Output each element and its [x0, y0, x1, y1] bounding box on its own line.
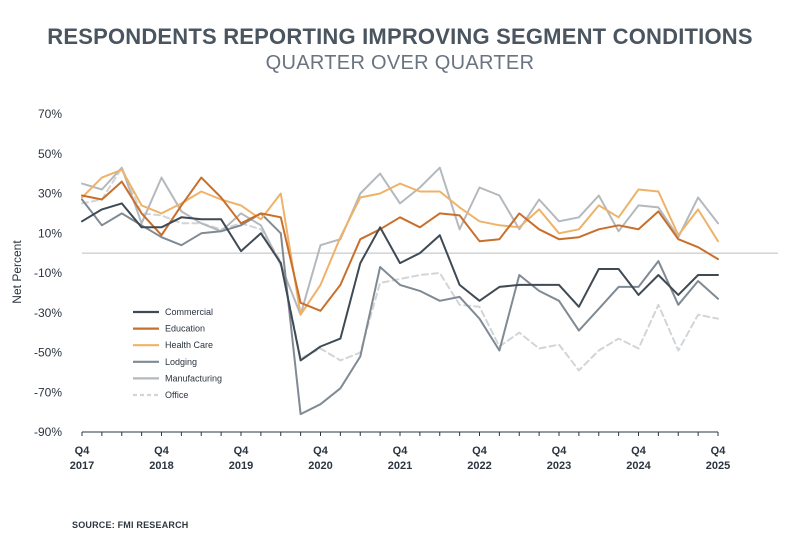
chart-subtitle: QUARTER OVER QUARTER [265, 52, 535, 74]
y-tick-label: -50% [34, 346, 62, 360]
x-tick-year: 2023 [547, 460, 571, 472]
legend-label: Manufacturing [165, 373, 222, 383]
series-line-health-care [81, 168, 719, 316]
x-tick-quarter: Q4 [234, 445, 250, 457]
y-axis: 70% 50% 30% 10% -10% -30% -50% -70% -90% [34, 107, 62, 439]
x-tick-year: 2024 [626, 460, 651, 472]
x-tick-year: 2018 [149, 460, 173, 472]
series-line-education [81, 176, 719, 312]
x-axis: Q4 2017 Q4 2018 Q4 2019 Q4 2020 Q4 2021 Q4 2022 Q4 20… [70, 431, 730, 472]
x-tick-quarter: Q4 [393, 445, 409, 457]
series-line-manufacturing [81, 166, 719, 316]
y-tick-label: 70% [38, 107, 62, 121]
legend-label: Education [165, 324, 205, 334]
legend-label: Office [165, 390, 188, 400]
y-tick-label: 30% [38, 187, 62, 201]
x-tick-quarter: Q4 [154, 445, 170, 457]
y-tick-label: -30% [34, 306, 62, 320]
x-tick-year: 2017 [70, 460, 94, 472]
x-tick-year: 2021 [388, 460, 412, 472]
series-line-commercial [81, 202, 719, 362]
x-tick-quarter: Q4 [631, 445, 647, 457]
series-line-office [81, 166, 719, 372]
legend: Commercial Education Health Care Lodging Man… [133, 307, 222, 400]
x-tick-year: 2019 [229, 460, 253, 472]
x-tick-year: 2025 [706, 460, 730, 472]
y-axis-label: Net Percent [10, 240, 24, 304]
legend-label: Commercial [165, 307, 213, 317]
y-tick-label: -90% [34, 425, 62, 439]
y-tick-label: 10% [38, 226, 62, 240]
x-tick-quarter: Q4 [472, 445, 488, 457]
x-tick-quarter: Q4 [711, 445, 727, 457]
series-line-lodging [81, 198, 719, 416]
chart-title: RESPONDENTS REPORTING IMPROVING SEGMENT … [47, 24, 753, 49]
y-tick-label: -10% [34, 266, 62, 280]
source-note: SOURCE: FMI RESEARCH [72, 520, 189, 530]
legend-label: Health Care [165, 340, 213, 350]
legend-label: Lodging [165, 357, 197, 367]
x-tick-quarter: Q4 [75, 445, 91, 457]
y-tick-label: 50% [38, 147, 62, 161]
x-tick-quarter: Q4 [552, 445, 568, 457]
series-lines [81, 166, 719, 416]
x-tick-quarter: Q4 [313, 445, 329, 457]
x-tick-year: 2022 [467, 460, 491, 472]
x-tick-year: 2020 [308, 460, 332, 472]
y-tick-label: -70% [34, 385, 62, 399]
